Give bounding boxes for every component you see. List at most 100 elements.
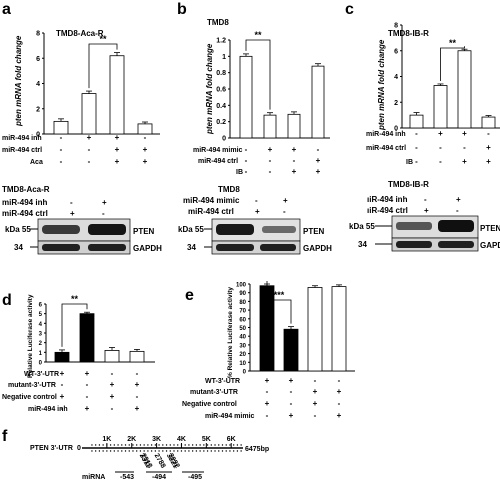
condition-sign: + xyxy=(289,411,294,420)
blot-a-pten-band-2 xyxy=(88,224,126,235)
utr-tick-label: 2K xyxy=(127,436,136,443)
utr-tick-label: 3K xyxy=(152,436,161,443)
panel-d-conditions: WT-3'-UTR mutant-3'-UTR Negative control… xyxy=(2,369,140,413)
blot-c-kda-34: 34 xyxy=(358,240,367,249)
y-tick-label: 40 xyxy=(239,335,246,341)
condition-sign: + xyxy=(292,167,297,176)
blot-c-pten-band-2 xyxy=(438,220,474,232)
blot-c-row-label: ıiR-494 ctrl xyxy=(367,206,408,215)
condition-sign: + xyxy=(462,157,467,166)
utr-ticks: 1K 2K 3K 4K 5K 6K xyxy=(91,436,242,452)
y-tick-label: 80 xyxy=(239,300,246,306)
y-tick-label: 60 xyxy=(239,317,246,323)
panel-c-ylabel: pten mRNA fold change xyxy=(377,39,386,131)
significance-stars: ** xyxy=(99,34,107,44)
y-tick-label: 30 xyxy=(239,343,246,349)
condition-sign: + xyxy=(268,145,273,154)
utr-tick-label: 4K xyxy=(177,436,186,443)
y-tick-label: 2 xyxy=(39,341,43,347)
y-tick-label: 1 xyxy=(222,54,226,61)
panel-a-western-blot: TMD8-Aca-R miR-494 inh miR-494 ctrl - + … xyxy=(2,185,162,255)
blot-a-sign: - xyxy=(70,198,73,207)
bar xyxy=(129,350,145,363)
y-tick-label: 0.6 xyxy=(216,87,226,94)
condition-sign: - xyxy=(338,399,341,408)
condition-sign: - xyxy=(338,376,341,385)
condition-sign: + xyxy=(135,380,140,389)
significance-stars: *** xyxy=(274,290,285,300)
panel-a-letter: a xyxy=(2,1,11,18)
condition-sign: - xyxy=(415,143,418,152)
significance-bracket xyxy=(88,43,118,89)
blot-a-pten-band-1 xyxy=(42,225,80,234)
condition-sign: + xyxy=(115,157,120,166)
y-tick-label: 0 xyxy=(222,136,226,143)
utr-tick-label: 1K xyxy=(102,436,111,443)
condition-sign: - xyxy=(415,129,418,138)
panel-a-chart: 0 2 4 6 8 ** xyxy=(36,31,160,139)
condition-sign: - xyxy=(314,376,317,385)
condition-sign: - xyxy=(88,145,91,154)
y-tick-label: 90 xyxy=(239,291,246,297)
utr-end: 6475bp xyxy=(245,446,269,453)
y-tick-label: 5 xyxy=(39,312,43,318)
panel-d-letter: d xyxy=(2,292,12,309)
condition-sign: + xyxy=(316,156,321,165)
bar xyxy=(307,287,323,372)
panel-f: f PTEN 3'-UTR 0 6475bp 1K 2K 3K 4K 5K 6K 2311… xyxy=(2,428,269,481)
bar xyxy=(263,114,277,139)
panel-e-row-label: mutant-3'-UTR xyxy=(190,389,238,396)
blot-b-gapdh-label: GAPDH xyxy=(303,244,332,253)
y-tick-label: 70 xyxy=(239,309,246,315)
condition-sign: + xyxy=(486,143,491,152)
panel-b-title: TMD8 xyxy=(207,18,229,27)
condition-sign: + xyxy=(85,404,90,413)
panel-a-conditions: miR-494 inh miR-494 ctrl Aca - + + - - - + + - - +… xyxy=(2,133,148,166)
panel-d-chart: 0 1 2 3 4 5 6 ** xyxy=(39,294,155,367)
blot-a-pten-label: PTEN xyxy=(133,227,155,236)
condition-sign: - xyxy=(245,156,248,165)
panel-d-row-label: mutant-3'-UTR xyxy=(8,382,56,389)
blot-b-kda-34: 34 xyxy=(187,243,196,252)
panel-e: e % Relative Luciferase activity 0 10 20 30… xyxy=(182,281,355,420)
panel-d-ylabel: Relative Luciferase activity xyxy=(27,294,34,378)
condition-sign: + xyxy=(265,399,270,408)
condition-sign: - xyxy=(463,143,466,152)
bar xyxy=(81,93,97,135)
mirna-543: -543 xyxy=(120,474,134,481)
blot-a-row-label: miR-494 ctrl xyxy=(2,209,48,218)
condition-sign: - xyxy=(293,156,296,165)
bar xyxy=(481,116,496,129)
blot-a-sign: + xyxy=(102,198,107,207)
condition-sign: + xyxy=(486,157,491,166)
panel-b-letter: b xyxy=(177,1,187,18)
condition-sign: - xyxy=(439,157,442,166)
condition-sign: - xyxy=(266,387,269,396)
blot-b-pten-label: PTEN xyxy=(303,227,325,236)
y-tick-label: 10 xyxy=(239,361,246,367)
condition-sign: + xyxy=(313,399,318,408)
blot-a-sign: - xyxy=(102,209,105,218)
condition-sign: - xyxy=(487,129,490,138)
bar xyxy=(457,50,472,129)
condition-sign: + xyxy=(438,129,443,138)
condition-sign: + xyxy=(265,376,270,385)
blot-b-title: TMD8 xyxy=(218,185,240,194)
condition-sign: + xyxy=(115,145,120,154)
mirna-label: miRNA xyxy=(82,474,105,481)
y-tick-label: 0 xyxy=(394,126,398,133)
y-tick-label: 0 xyxy=(39,361,43,367)
blot-c-gapdh-label: GAPDH xyxy=(480,241,500,250)
blot-b-gapdh-band-1 xyxy=(216,244,254,251)
bar xyxy=(331,286,347,372)
condition-sign: + xyxy=(292,145,297,154)
condition-sign: - xyxy=(136,369,139,378)
panel-b-conditions: miR-494 mimic miR-494 ctrl IB - + + - - - - + - -… xyxy=(193,145,321,176)
y-tick-label: 4 xyxy=(394,74,398,81)
condition-sign: + xyxy=(60,369,65,378)
panel-c-row-label: miR-494 ctrl xyxy=(366,145,406,152)
panel-b-row-label: IB xyxy=(236,169,243,176)
blot-b-sign: - xyxy=(255,196,258,205)
y-tick-label: 6 xyxy=(39,303,43,309)
